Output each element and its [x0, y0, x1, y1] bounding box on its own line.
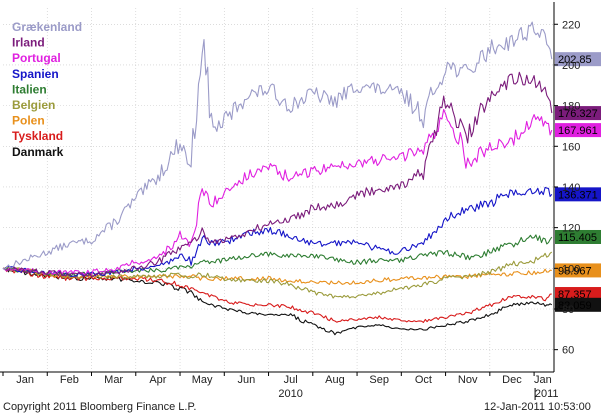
x-tick-label: Sep [369, 374, 389, 386]
legend-entry: Irland [12, 36, 45, 50]
value-label: 136.371 [558, 189, 598, 201]
x-tick-label: Apr [149, 374, 166, 386]
legend-entry: Polen [12, 114, 45, 128]
series-lines [2, 21, 553, 336]
legend-entry: Spanien [12, 67, 59, 81]
series-line [2, 71, 553, 278]
x-tick-label: Jan [534, 374, 552, 386]
x-axis: Jan Feb Mar Apr May Jun Jul Aug Sep Oct Nov Dec Jan 2… [0, 371, 559, 400]
value-label-box [555, 106, 601, 121]
y-tick-label: 140 [562, 182, 580, 194]
value-label: 82.059 [558, 300, 592, 312]
series-line [2, 266, 552, 285]
timestamp-text: 12-Jan-2011 10:53:00 [484, 401, 591, 413]
value-label-box [555, 297, 601, 312]
x-tick-label: Mar [104, 374, 123, 386]
value-label-box [555, 263, 601, 278]
x-tick-label: Jan [16, 374, 34, 386]
value-label: 202.85 [558, 54, 592, 66]
x-tick-label: Aug [325, 374, 345, 386]
y-tick-label: 120 [562, 223, 580, 235]
y-tick-label: 80 [562, 304, 574, 316]
y-tick-label: 100 [562, 263, 580, 275]
x-tick-label: Jul [284, 374, 298, 386]
y-tick-label: 200 [562, 60, 580, 72]
legend-entry: Grækenland [12, 20, 82, 34]
value-label: 115.405 [558, 232, 597, 244]
x-tick-label: Feb [60, 374, 79, 386]
legend-entry: Belgien [12, 98, 55, 112]
value-label-box [555, 229, 601, 244]
value-label-box [555, 187, 601, 202]
value-label: 176.327 [558, 108, 598, 120]
series-line [2, 266, 553, 336]
last-value-labels: 202.85 176.327 167.961 136.371 115.405 98.967… [555, 52, 601, 312]
x-tick-label: May [192, 374, 213, 386]
y-tick-label: 60 [562, 345, 574, 357]
legend-entry: Italien [12, 82, 47, 96]
value-label-box [555, 52, 601, 67]
series-line [2, 21, 553, 270]
legend-entry: Portugal [12, 51, 61, 65]
legend-entry: Tyskland [12, 129, 63, 143]
x-tick-label: Nov [458, 374, 478, 386]
year-label: 2011 [535, 388, 559, 400]
value-label: 167.961 [558, 125, 598, 137]
grid-lines [3, 8, 554, 370]
series-line [2, 108, 553, 276]
copyright-text: Copyright 2011 Bloomberg Finance L.P. [3, 401, 197, 413]
y-tick-label: 180 [562, 101, 580, 113]
value-label-box [555, 287, 601, 302]
value-label-box [555, 123, 601, 138]
legend-entry: Danmark [12, 145, 64, 159]
year-label: 2010 [278, 388, 302, 400]
x-tick-label: Jun [238, 374, 256, 386]
x-tick-label: Oct [415, 374, 432, 386]
y-axis: 60 80 100 120 140 160 180 200 220 [553, 2, 580, 372]
y-tick-label: 160 [562, 141, 580, 153]
value-label: 98.967 [558, 265, 592, 277]
y-tick-label: 220 [562, 19, 580, 31]
series-line [2, 186, 553, 278]
x-tick-label: Dec [502, 374, 522, 386]
series-line [2, 267, 552, 323]
